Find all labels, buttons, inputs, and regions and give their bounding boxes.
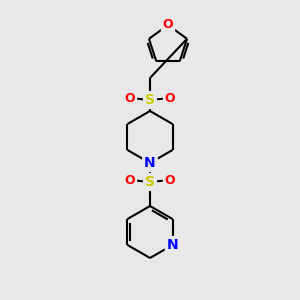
Text: O: O bbox=[165, 173, 175, 187]
Text: N: N bbox=[144, 156, 156, 170]
Text: N: N bbox=[167, 238, 178, 252]
Text: O: O bbox=[163, 19, 173, 32]
Text: O: O bbox=[125, 173, 135, 187]
Text: O: O bbox=[125, 92, 135, 104]
Text: S: S bbox=[145, 175, 155, 189]
Text: O: O bbox=[165, 92, 175, 104]
Text: S: S bbox=[145, 93, 155, 107]
